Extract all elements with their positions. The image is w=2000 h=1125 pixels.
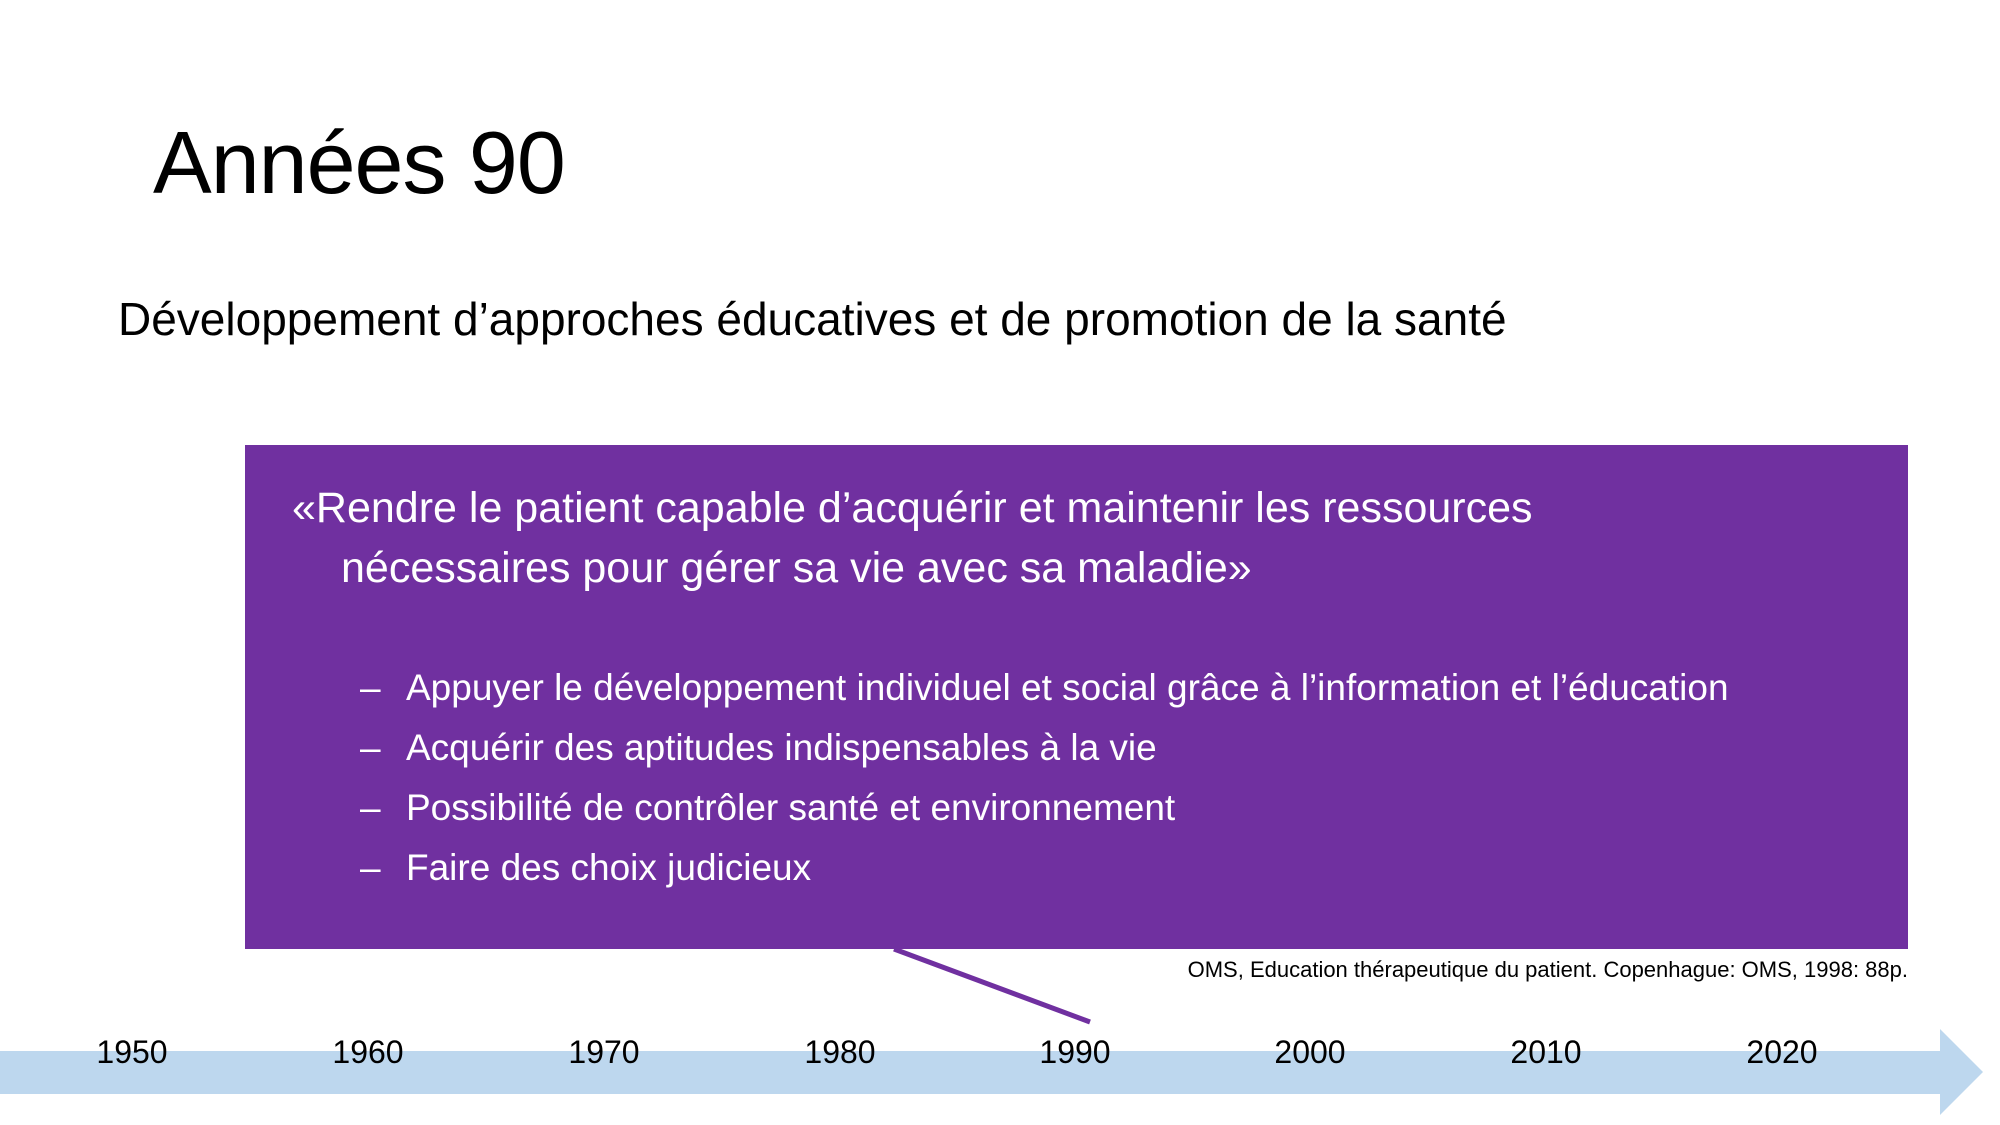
timeline-arrow bbox=[0, 1029, 1983, 1115]
bullet-item: Possibilité de contrôler santé et enviro… bbox=[406, 787, 1176, 828]
timeline-year: 1970 bbox=[568, 1034, 640, 1070]
bullet-item: Faire des choix judicieux bbox=[406, 847, 812, 888]
timeline-year: 2000 bbox=[1274, 1034, 1346, 1070]
timeline-year: 2020 bbox=[1746, 1034, 1818, 1070]
timeline-year: 1950 bbox=[96, 1034, 168, 1070]
bullet-dash: – bbox=[360, 787, 381, 828]
slide-subtitle: Développement d’approches éducatives et … bbox=[118, 293, 1507, 345]
bullet-dash: – bbox=[360, 727, 381, 768]
quote-line-1: «Rendre le patient capable d’acquérir et… bbox=[292, 484, 1533, 532]
quote-line-2: nécessaires pour gérer sa vie avec sa ma… bbox=[341, 544, 1252, 592]
timeline-year: 1960 bbox=[332, 1034, 404, 1070]
citation: OMS, Education thérapeutique du patient.… bbox=[1187, 957, 1908, 982]
quote-box bbox=[245, 445, 1908, 949]
timeline-year: 2010 bbox=[1510, 1034, 1582, 1070]
bullet-item: Acquérir des aptitudes indispensables à … bbox=[406, 727, 1157, 768]
bullet-item: Appuyer le développement individuel et s… bbox=[406, 667, 1729, 708]
bullet-dash: – bbox=[360, 667, 381, 708]
bullet-dash: – bbox=[360, 847, 381, 888]
slide-title: Années 90 bbox=[153, 113, 566, 212]
callout-pointer bbox=[893, 946, 1091, 1025]
timeline-year: 1980 bbox=[804, 1034, 876, 1070]
timeline-year: 1990 bbox=[1039, 1034, 1111, 1070]
